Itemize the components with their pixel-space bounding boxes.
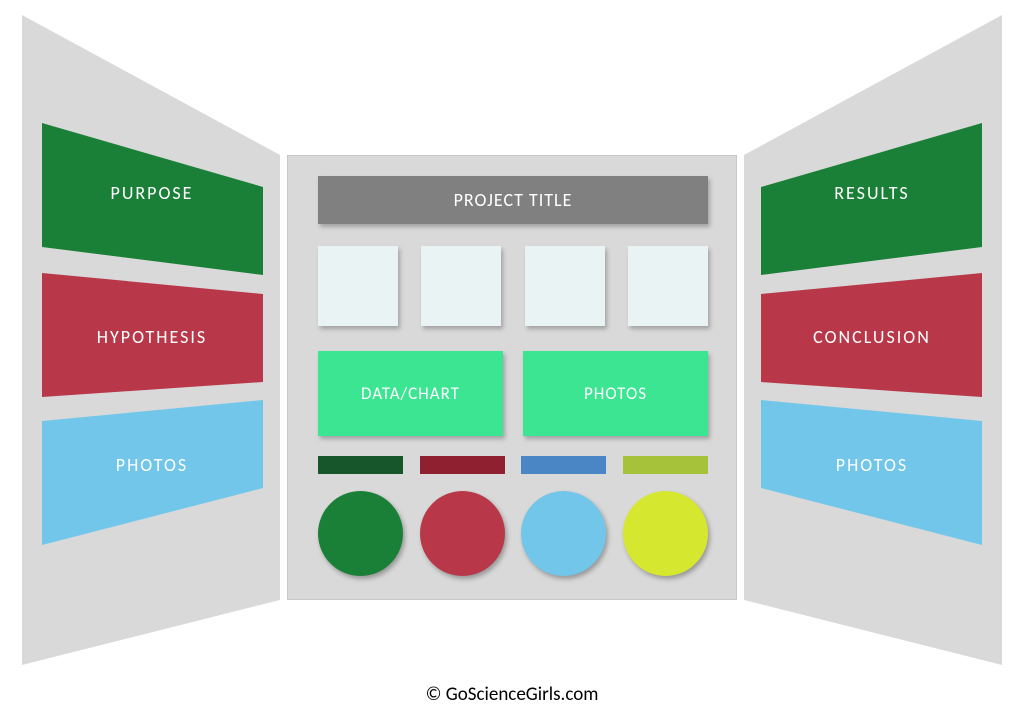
trifold-board: PURPOSE HYPOTHESIS PHOTOS RESULTS CONCLU… <box>10 15 1014 665</box>
small-cards-row <box>318 246 708 326</box>
attribution-text: © GoScienceGirls.com <box>0 683 1024 706</box>
mid-blocks-row: DATA/CHART PHOTOS <box>318 351 708 436</box>
right-label-results: RESULTS <box>772 178 972 208</box>
project-title-bar: PROJECT TITLE <box>318 176 708 224</box>
color-bar <box>420 456 505 474</box>
circles-row <box>318 491 708 576</box>
photos-block: PHOTOS <box>523 351 708 436</box>
color-circle <box>318 491 403 576</box>
small-card <box>421 246 501 326</box>
small-card <box>628 246 708 326</box>
color-bars-row <box>318 456 708 474</box>
color-circle <box>623 491 708 576</box>
data-chart-block: DATA/CHART <box>318 351 503 436</box>
left-label-purpose: PURPOSE <box>52 178 252 208</box>
color-bar <box>623 456 708 474</box>
left-label-hypothesis: HYPOTHESIS <box>52 322 252 352</box>
color-bar <box>521 456 606 474</box>
color-circle <box>420 491 505 576</box>
data-chart-label: DATA/CHART <box>361 383 460 404</box>
small-card <box>525 246 605 326</box>
small-card <box>318 246 398 326</box>
left-label-photos: PHOTOS <box>52 450 252 480</box>
center-panel: PROJECT TITLE DATA/CHART PHOTOS <box>287 155 737 600</box>
project-title-text: PROJECT TITLE <box>454 189 573 211</box>
right-label-conclusion: CONCLUSION <box>772 322 972 352</box>
right-label-photos: PHOTOS <box>772 450 972 480</box>
color-circle <box>521 491 606 576</box>
photos-block-label: PHOTOS <box>584 383 647 404</box>
color-bar <box>318 456 403 474</box>
